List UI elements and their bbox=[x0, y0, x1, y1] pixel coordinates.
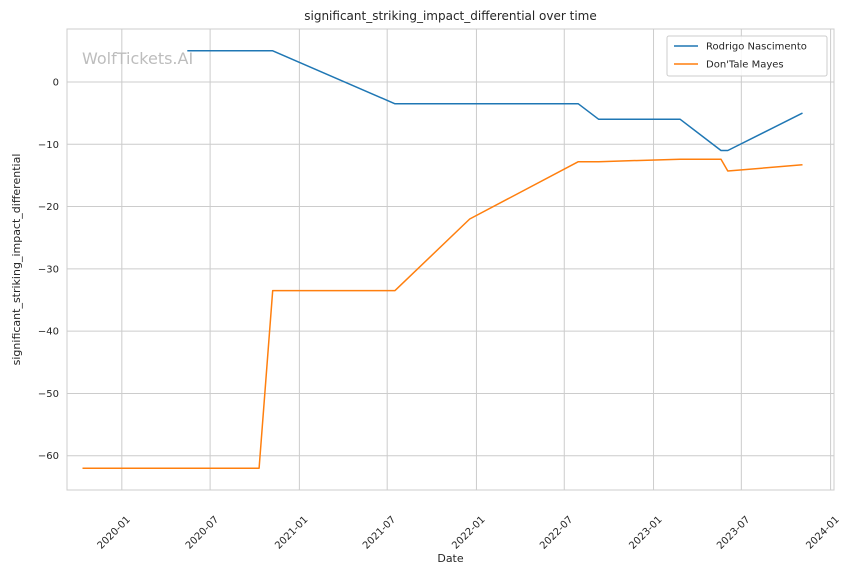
plot-frame bbox=[66, 28, 835, 491]
grid bbox=[67, 29, 834, 490]
chart-title: significant_striking_impact_differential… bbox=[304, 9, 596, 23]
y-tick-label: 0 bbox=[53, 77, 59, 88]
legend: Rodrigo Nascimento Don'Tale Mayes bbox=[666, 35, 828, 77]
legend-label-rodrigo-nascimento: Rodrigo Nascimento bbox=[706, 42, 807, 53]
series-line-rodrigo-nascimento bbox=[187, 50, 803, 152]
y-axis-label: significant_striking_impact_differential bbox=[10, 154, 23, 366]
legend-label-dontale-mayes: Don'Tale Mayes bbox=[706, 60, 784, 71]
plot-area bbox=[67, 29, 834, 490]
y-tick-label: −10 bbox=[38, 140, 59, 151]
series-line-don-tale-mayes bbox=[82, 158, 803, 469]
y-tick-labels: 0 −10 −20 −30 −40 −50 −60 bbox=[38, 77, 59, 462]
y-tick-label: −60 bbox=[38, 451, 59, 462]
y-tick-label: −20 bbox=[38, 202, 59, 213]
y-tick-label: −50 bbox=[38, 389, 59, 400]
x-axis-label: Date bbox=[437, 552, 464, 565]
y-tick-label: −30 bbox=[38, 264, 59, 275]
watermark-text: WolfTickets.AI bbox=[82, 49, 193, 68]
series-group bbox=[82, 50, 803, 469]
legend-box bbox=[666, 35, 828, 77]
y-tick-label: −40 bbox=[38, 327, 59, 338]
